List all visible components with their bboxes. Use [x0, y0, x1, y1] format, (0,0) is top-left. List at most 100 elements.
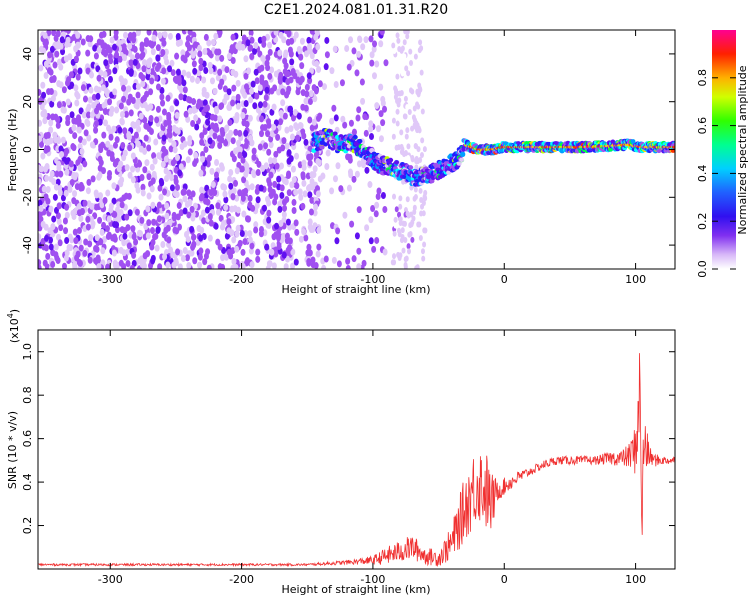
heatmap-cell: [82, 160, 88, 168]
heatmap-cell: [226, 88, 232, 96]
heatmap-cell: [226, 227, 232, 235]
heatmap-cell: [187, 199, 193, 207]
heatmap-cell: [199, 226, 205, 234]
snr-y-ticks: 0.2 0.4 0.6 0.8 1.0: [21, 343, 675, 534]
heatmap-cell: [198, 57, 204, 65]
heatmap-cell: [251, 153, 257, 161]
heatmap-cell: [175, 248, 181, 256]
heatmap-cell: [64, 40, 70, 48]
heatmap-cell: [312, 95, 318, 103]
heatmap-cell: [285, 38, 291, 46]
heatmap-cell: [85, 67, 91, 75]
heatmap-cell: [368, 35, 374, 43]
heatmap-cell: [114, 136, 120, 144]
heatmap-cell: [249, 261, 255, 269]
heatmap-cell: [76, 203, 82, 211]
snr-y-tick-label: 1.0: [21, 343, 34, 361]
heatmap-cell: [395, 73, 400, 80]
heatmap-cell: [58, 170, 64, 178]
heatmap-cell: [207, 61, 213, 69]
heatmap-cell: [249, 183, 255, 191]
heatmap-cell: [135, 30, 141, 37]
heatmap-cell: [237, 129, 243, 137]
snr-scale-exp: 4: [6, 313, 15, 318]
heatmap-cell: [111, 125, 117, 133]
heatmap-cell: [42, 117, 48, 125]
heatmap-cell: [38, 178, 42, 186]
heatmap-cell: [258, 184, 264, 192]
spectrogram-y-tick-label: 0: [21, 146, 34, 153]
heatmap-cell: [44, 234, 50, 242]
heatmap-cell: [94, 234, 100, 242]
heatmap-cell: [112, 67, 118, 75]
heatmap-cell: [65, 98, 71, 106]
heatmap-cell: [262, 100, 268, 108]
heatmap-cell: [191, 241, 197, 249]
heatmap-cell: [59, 150, 65, 158]
heatmap-cell: [268, 171, 274, 179]
heatmap-cell: [132, 121, 138, 129]
heatmap-cell: [230, 68, 236, 76]
heatmap-cell: [142, 101, 148, 109]
heatmap-cell: [53, 243, 59, 251]
heatmap-cell: [75, 92, 81, 100]
heatmap-cell: [298, 122, 304, 130]
heatmap-cell: [307, 218, 313, 226]
heatmap-cell: [177, 263, 183, 269]
heatmap-cell: [260, 54, 266, 62]
heatmap-cell: [298, 235, 304, 243]
heatmap-cell: [64, 147, 70, 155]
heatmap-cell: [71, 117, 77, 125]
heatmap-cell: [42, 111, 48, 119]
heatmap-cell: [242, 238, 248, 246]
heatmap-cell: [174, 183, 180, 191]
heatmap-cell: [189, 205, 195, 213]
heatmap-cell: [219, 126, 225, 134]
heatmap-cell: [154, 116, 160, 124]
heatmap-cell: [160, 77, 166, 85]
heatmap-cell: [108, 109, 114, 117]
heatmap-cell: [140, 51, 146, 59]
heatmap-cell: [58, 81, 64, 89]
heatmap-cell: [421, 255, 426, 262]
heatmap-cell: [144, 159, 150, 167]
heatmap-cell: [406, 143, 411, 150]
heatmap-cell: [272, 84, 278, 92]
heatmap-cell: [172, 226, 178, 234]
heatmap-cell: [359, 78, 365, 86]
heatmap-cells: [38, 30, 675, 269]
heatmap-cell: [410, 154, 415, 161]
heatmap-cell: [247, 230, 253, 238]
heatmap-cell: [116, 39, 122, 47]
heatmap-cell: [408, 59, 413, 66]
spectrogram-x-tick-label: -100: [360, 273, 385, 286]
heatmap-cell: [132, 58, 138, 66]
snr-x-tick-label: -300: [98, 573, 123, 586]
heatmap-cell: [398, 203, 403, 210]
heatmap-cell: [118, 75, 124, 83]
heatmap-cell: [112, 261, 118, 269]
heatmap-cell: [290, 165, 296, 173]
heatmap-cell: [161, 108, 167, 116]
heatmap-cell: [348, 119, 354, 127]
heatmap-cell: [165, 224, 171, 232]
heatmap-cell: [303, 138, 309, 146]
heatmap-cell: [155, 83, 161, 91]
heatmap-cell: [213, 105, 219, 113]
heatmap-cell: [142, 166, 148, 174]
heatmap-cell: [297, 188, 303, 196]
heatmap-cell: [252, 47, 258, 55]
heatmap-cell: [422, 227, 427, 234]
heatmap-cell: [231, 155, 237, 163]
heatmap-cell: [114, 106, 120, 114]
heatmap-cell: [271, 103, 277, 111]
heatmap-cell: [157, 263, 163, 269]
heatmap-cell: [112, 141, 118, 149]
heatmap-cell: [255, 169, 261, 177]
heatmap-cell: [218, 214, 224, 222]
heatmap-cell: [306, 72, 312, 80]
heatmap-cell: [134, 208, 140, 216]
heatmap-cell: [233, 179, 239, 187]
heatmap-cell: [369, 59, 375, 67]
heatmap-cell: [410, 236, 415, 243]
